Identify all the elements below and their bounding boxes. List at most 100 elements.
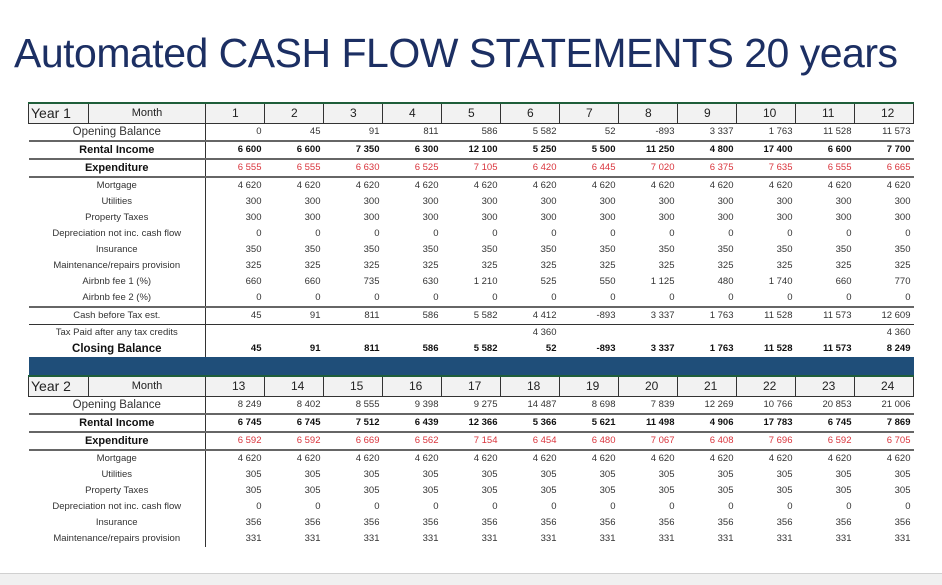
value-cell[interactable]: 480 — [717, 276, 734, 287]
value-cell[interactable]: 325 — [835, 260, 852, 271]
value-cell[interactable]: 550 — [599, 276, 616, 287]
value-cell[interactable]: 0 — [551, 501, 557, 512]
month-number-cell[interactable]: 4 — [382, 102, 442, 124]
value-cell[interactable]: 331 — [304, 533, 321, 544]
value-cell[interactable]: 325 — [481, 260, 498, 271]
value-cell[interactable]: 7 512 — [323, 413, 383, 432]
value-cell[interactable]: 305 — [481, 469, 498, 480]
month-number-cell[interactable]: 24 — [854, 375, 914, 397]
value-cell[interactable]: 4 620 — [500, 176, 560, 194]
month-number-cell[interactable]: 13 — [205, 375, 265, 397]
value-cell[interactable]: 6 525 — [382, 158, 442, 177]
value-cell[interactable]: 7 869 — [854, 413, 914, 432]
value-cell[interactable]: 300 — [304, 212, 321, 223]
value-cell[interactable]: 325 — [245, 260, 262, 271]
value-cell[interactable]: 91 — [264, 306, 324, 325]
value-cell[interactable]: 6 420 — [500, 158, 560, 177]
value-cell[interactable]: 0 — [787, 228, 793, 239]
value-cell[interactable]: 7 696 — [736, 431, 796, 450]
value-cell[interactable]: 6 439 — [382, 413, 442, 432]
value-cell[interactable]: 5 366 — [500, 413, 560, 432]
value-cell[interactable]: 0 — [846, 292, 852, 303]
value-cell[interactable]: 356 — [540, 517, 557, 528]
value-cell[interactable]: 0 — [905, 501, 911, 512]
value-cell[interactable]: 300 — [245, 212, 262, 223]
month-number-cell[interactable]: 21 — [677, 375, 737, 397]
value-cell[interactable]: 6 555 — [205, 158, 265, 177]
value-cell[interactable]: 770 — [894, 276, 911, 287]
value-cell[interactable]: 300 — [658, 212, 675, 223]
value-cell[interactable]: 305 — [540, 485, 557, 496]
value-cell[interactable]: 0 — [256, 228, 262, 239]
value-cell[interactable]: 331 — [894, 533, 911, 544]
value-cell[interactable]: 4 620 — [618, 449, 678, 467]
value-cell[interactable] — [323, 324, 383, 341]
value-cell[interactable]: 6 454 — [500, 431, 560, 450]
value-cell[interactable]: 300 — [894, 196, 911, 207]
value-cell[interactable]: 811 — [423, 126, 439, 137]
value-cell[interactable]: 305 — [363, 469, 380, 480]
value-cell[interactable]: 356 — [363, 517, 380, 528]
value-cell[interactable]: 4 620 — [677, 176, 737, 194]
value-cell[interactable]: 1 763 — [768, 126, 793, 137]
value-cell[interactable]: 6 745 — [264, 413, 324, 432]
value-cell[interactable]: 0 — [433, 292, 439, 303]
value-cell[interactable]: 11 573 — [882, 126, 911, 137]
value-cell[interactable]: 6 669 — [323, 431, 383, 450]
value-cell[interactable]: 350 — [304, 244, 321, 255]
value-cell[interactable]: 4 620 — [854, 449, 914, 467]
value-cell[interactable]: 325 — [540, 260, 557, 271]
value-cell[interactable]: 7 350 — [323, 140, 383, 159]
value-cell[interactable]: 660 — [245, 276, 262, 287]
value-cell[interactable]: 0 — [551, 228, 557, 239]
value-cell[interactable]: 5 500 — [559, 140, 619, 159]
month-number-cell[interactable]: 10 — [736, 102, 796, 124]
value-cell[interactable]: 350 — [776, 244, 793, 255]
value-cell[interactable]: 300 — [540, 196, 557, 207]
value-cell[interactable]: 5 621 — [559, 413, 619, 432]
value-cell[interactable]: 811 — [364, 343, 380, 354]
value-cell[interactable]: 6 705 — [854, 431, 914, 450]
value-cell[interactable]: 4 620 — [382, 176, 442, 194]
value-cell[interactable]: 5 582 — [441, 306, 501, 325]
value-cell[interactable]: 1 763 — [709, 343, 734, 354]
value-cell[interactable]: 300 — [717, 212, 734, 223]
value-cell[interactable]: 6 408 — [677, 431, 737, 450]
month-number-cell[interactable]: 2 — [264, 102, 324, 124]
value-cell[interactable]: 305 — [717, 469, 734, 480]
value-cell[interactable]: 4 620 — [205, 176, 265, 194]
value-cell[interactable]: 0 — [610, 501, 616, 512]
value-cell[interactable]: 331 — [835, 533, 852, 544]
value-cell[interactable]: 300 — [658, 196, 675, 207]
value-cell[interactable]: 6 555 — [795, 158, 855, 177]
value-cell[interactable] — [677, 324, 737, 341]
value-cell[interactable]: 4 620 — [382, 449, 442, 467]
value-cell[interactable]: 356 — [599, 517, 616, 528]
value-cell[interactable]: 331 — [481, 533, 498, 544]
value-cell[interactable]: 350 — [658, 244, 675, 255]
value-cell[interactable]: 4 620 — [441, 449, 501, 467]
value-cell[interactable]: 300 — [599, 212, 616, 223]
value-cell[interactable]: 325 — [304, 260, 321, 271]
value-cell[interactable]: 7 635 — [736, 158, 796, 177]
value-cell[interactable]: 6 592 — [264, 431, 324, 450]
value-cell[interactable]: -893 — [596, 343, 616, 354]
value-cell[interactable]: 7 154 — [441, 431, 501, 450]
value-cell[interactable]: 8 555 — [355, 399, 380, 410]
value-cell[interactable]: 0 — [728, 228, 734, 239]
value-cell[interactable]: 331 — [599, 533, 616, 544]
value-cell[interactable]: 11 573 — [795, 306, 855, 325]
value-cell[interactable] — [264, 324, 324, 341]
month-number-cell[interactable]: 16 — [382, 375, 442, 397]
value-cell[interactable]: 305 — [658, 469, 675, 480]
value-cell[interactable]: 0 — [905, 228, 911, 239]
value-cell[interactable]: 6 555 — [264, 158, 324, 177]
value-cell[interactable]: 660 — [304, 276, 321, 287]
value-cell[interactable]: 4 412 — [500, 306, 560, 325]
value-cell[interactable]: 9 398 — [414, 399, 439, 410]
value-cell[interactable]: 0 — [669, 292, 675, 303]
value-cell[interactable]: 0 — [846, 501, 852, 512]
value-cell[interactable]: 0 — [315, 501, 321, 512]
value-cell[interactable]: 11 528 — [823, 126, 852, 137]
month-number-cell[interactable]: 5 — [441, 102, 501, 124]
